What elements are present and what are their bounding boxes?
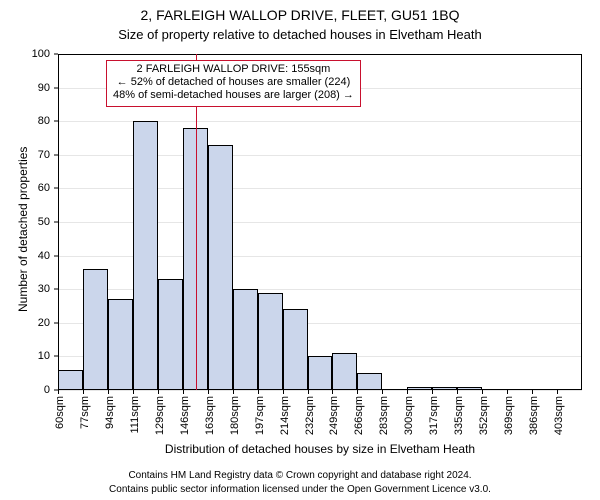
histogram-bar — [183, 128, 208, 390]
x-tick-mark — [532, 390, 533, 394]
y-tick-label: 90 — [20, 82, 50, 94]
y-tick-mark — [54, 222, 58, 223]
y-tick-label: 40 — [20, 250, 50, 262]
x-tick-label: 180sqm — [229, 396, 241, 435]
gridline — [58, 390, 582, 391]
chart-title: 2, FARLEIGH WALLOP DRIVE, FLEET, GU51 1B… — [0, 7, 600, 23]
plot-border — [58, 389, 582, 390]
x-tick-mark — [357, 390, 358, 394]
x-tick-mark — [308, 390, 309, 394]
x-tick-label: 129sqm — [154, 396, 166, 435]
x-tick-mark — [208, 390, 209, 394]
y-tick-label: 60 — [20, 182, 50, 194]
y-tick-label: 70 — [20, 149, 50, 161]
x-tick-mark — [283, 390, 284, 394]
x-axis-label: Distribution of detached houses by size … — [58, 442, 582, 456]
x-tick-label: 60sqm — [54, 396, 66, 429]
x-tick-mark — [258, 390, 259, 394]
x-tick-mark — [557, 390, 558, 394]
y-tick-label: 50 — [20, 216, 50, 228]
y-tick-label: 20 — [20, 317, 50, 329]
x-tick-label: 94sqm — [104, 396, 116, 429]
annotation-line: 2 FARLEIGH WALLOP DRIVE: 155sqm — [113, 63, 354, 76]
x-tick-mark — [58, 390, 59, 394]
x-tick-mark — [507, 390, 508, 394]
x-tick-label: 403sqm — [553, 396, 565, 435]
plot-area: 2 FARLEIGH WALLOP DRIVE: 155sqm← 52% of … — [58, 54, 582, 390]
x-tick-label: 249sqm — [328, 396, 340, 435]
x-tick-label: 300sqm — [403, 396, 415, 435]
x-tick-mark — [158, 390, 159, 394]
annotation-line: 48% of semi-detached houses are larger (… — [113, 89, 354, 102]
x-tick-label: 197sqm — [254, 396, 266, 435]
histogram-bar — [83, 269, 108, 390]
histogram-bar — [332, 353, 357, 390]
x-tick-label: 232sqm — [304, 396, 316, 435]
y-tick-mark — [54, 322, 58, 323]
y-tick-label: 0 — [20, 384, 50, 396]
x-tick-mark — [482, 390, 483, 394]
x-tick-mark — [233, 390, 234, 394]
annotation-line: ← 52% of detached of houses are smaller … — [113, 76, 354, 89]
x-tick-label: 77sqm — [79, 396, 91, 429]
x-tick-label: 369sqm — [503, 396, 515, 435]
y-tick-mark — [54, 87, 58, 88]
histogram-bar — [133, 121, 158, 390]
x-tick-mark — [183, 390, 184, 394]
histogram-bar — [58, 370, 83, 390]
y-tick-label: 80 — [20, 115, 50, 127]
plot-border — [58, 54, 582, 55]
x-tick-mark — [108, 390, 109, 394]
x-tick-mark — [407, 390, 408, 394]
footer-line-1: Contains HM Land Registry data © Crown c… — [0, 470, 600, 481]
x-tick-mark — [457, 390, 458, 394]
histogram-bar — [258, 293, 283, 390]
x-tick-label: 335sqm — [453, 396, 465, 435]
y-tick-mark — [54, 255, 58, 256]
y-tick-label: 100 — [20, 48, 50, 60]
x-tick-label: 146sqm — [179, 396, 191, 435]
histogram-bar — [283, 309, 308, 390]
annotation-box: 2 FARLEIGH WALLOP DRIVE: 155sqm← 52% of … — [106, 60, 361, 107]
y-tick-mark — [54, 289, 58, 290]
footer-line-2: Contains public sector information licen… — [0, 484, 600, 495]
x-tick-mark — [432, 390, 433, 394]
x-tick-label: 352sqm — [478, 396, 490, 435]
histogram-bar — [158, 279, 183, 390]
y-tick-mark — [54, 154, 58, 155]
y-tick-mark — [54, 356, 58, 357]
x-tick-label: 386sqm — [528, 396, 540, 435]
y-tick-label: 30 — [20, 283, 50, 295]
y-tick-label: 10 — [20, 350, 50, 362]
x-tick-mark — [133, 390, 134, 394]
histogram-bar — [208, 145, 233, 390]
x-tick-label: 266sqm — [353, 396, 365, 435]
x-tick-mark — [83, 390, 84, 394]
x-tick-mark — [332, 390, 333, 394]
histogram-bar — [357, 373, 382, 390]
plot-border — [58, 54, 59, 390]
chart-root: 2, FARLEIGH WALLOP DRIVE, FLEET, GU51 1B… — [0, 0, 600, 500]
x-tick-label: 163sqm — [204, 396, 216, 435]
histogram-bar — [233, 289, 258, 390]
x-tick-mark — [382, 390, 383, 394]
x-tick-label: 111sqm — [129, 396, 141, 434]
x-tick-label: 317sqm — [428, 396, 440, 435]
x-tick-label: 283sqm — [378, 396, 390, 435]
histogram-bar — [308, 356, 333, 390]
x-tick-label: 214sqm — [279, 396, 291, 435]
y-tick-mark — [54, 54, 58, 55]
plot-border — [581, 54, 582, 390]
histogram-bar — [108, 299, 133, 390]
chart-subtitle: Size of property relative to detached ho… — [0, 27, 600, 42]
y-tick-mark — [54, 188, 58, 189]
y-tick-mark — [54, 121, 58, 122]
